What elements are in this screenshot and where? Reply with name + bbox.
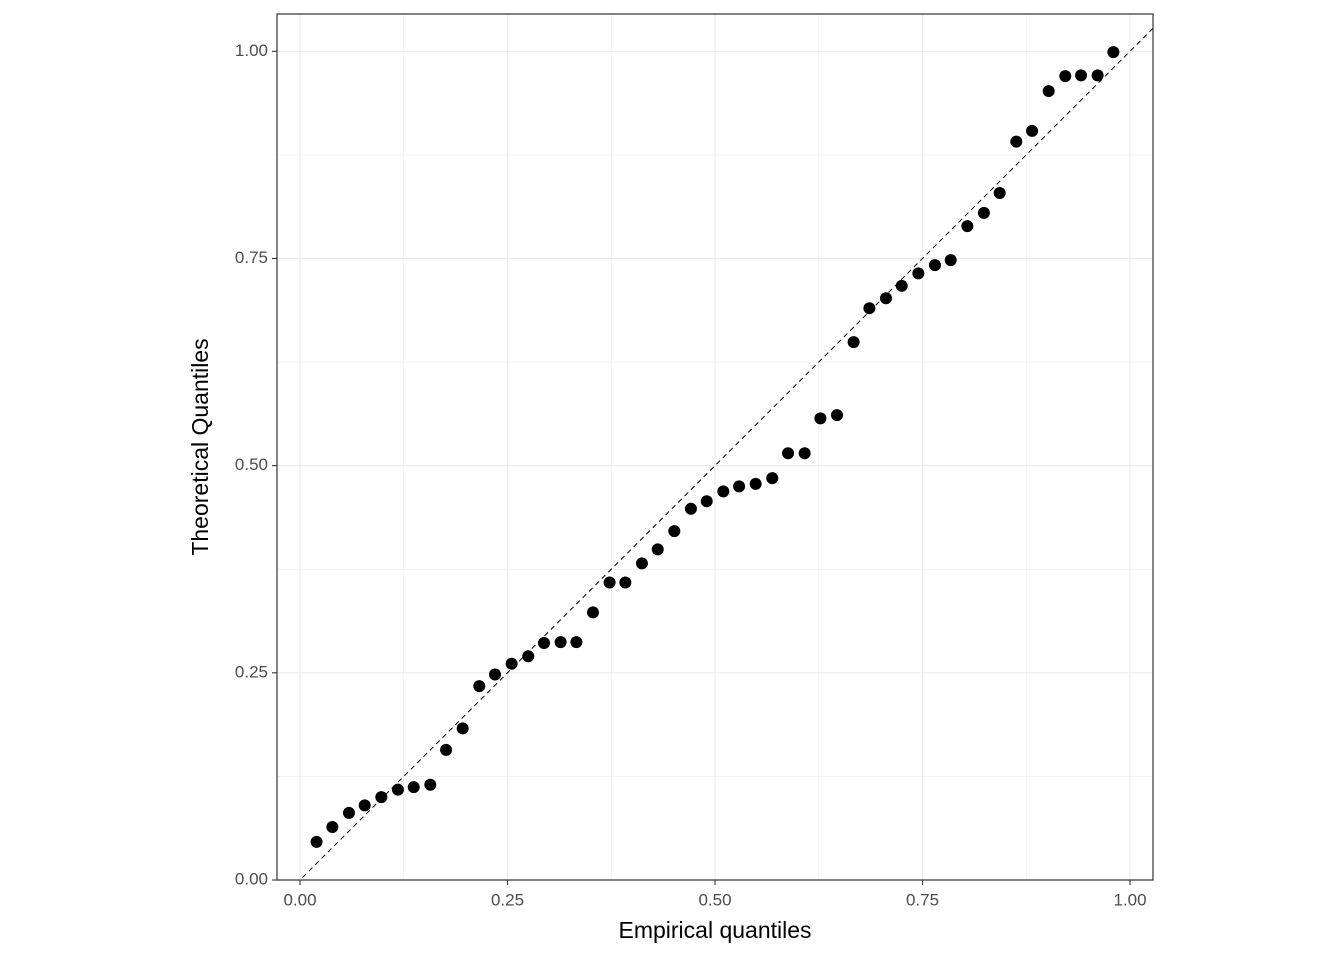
point: [766, 472, 779, 485]
point: [993, 187, 1006, 200]
point: [1026, 124, 1039, 137]
point: [1042, 85, 1055, 98]
point: [831, 409, 844, 422]
point: [554, 636, 567, 649]
point: [538, 636, 551, 649]
point: [603, 576, 616, 589]
x-tick-label: 0.50: [698, 890, 731, 909]
point: [1107, 46, 1120, 59]
x-tick-label: 0.25: [491, 890, 524, 909]
point: [473, 680, 486, 693]
point: [814, 412, 827, 425]
point: [407, 781, 420, 794]
point: [944, 254, 957, 267]
x-tick-label: 1.00: [1113, 890, 1146, 909]
point: [505, 657, 518, 670]
point: [424, 778, 437, 791]
point: [342, 806, 355, 819]
point: [928, 259, 941, 272]
point: [1010, 135, 1023, 148]
point: [586, 606, 599, 619]
point: [375, 791, 388, 804]
point: [391, 783, 404, 796]
points: [310, 46, 1120, 848]
point: [895, 279, 908, 292]
point: [456, 722, 469, 735]
point: [522, 650, 535, 663]
y-tick-label: 0.75: [235, 248, 268, 267]
point: [782, 447, 795, 460]
point: [733, 480, 746, 493]
point: [749, 477, 762, 490]
point: [440, 743, 453, 756]
point: [489, 668, 502, 681]
x-axis-title: Empirical quantiles: [618, 917, 811, 943]
point: [912, 267, 925, 280]
point: [619, 576, 632, 589]
point: [358, 799, 371, 812]
point: [847, 336, 860, 349]
x-tick-label: 0.75: [906, 890, 939, 909]
point: [961, 220, 974, 233]
point: [879, 292, 892, 305]
y-tick-label: 0.50: [235, 455, 268, 474]
point: [1059, 70, 1072, 83]
point: [1091, 69, 1104, 82]
point: [570, 636, 583, 649]
y-axis-title: Theoretical Quantiles: [187, 338, 213, 555]
point: [326, 820, 339, 833]
point: [668, 525, 681, 538]
point: [700, 495, 713, 508]
point: [651, 543, 664, 556]
point: [635, 557, 648, 570]
point: [798, 447, 811, 460]
axes: 0.00 0.25 0.50 0.75 1.00 0.00 0.25 0.50 0.75 1.00: [235, 41, 1147, 910]
point: [977, 206, 990, 219]
point: [310, 835, 323, 848]
x-tick-label: 0.00: [283, 890, 316, 909]
y-tick-label: 1.00: [235, 41, 268, 60]
point: [717, 485, 730, 498]
point: [863, 302, 876, 315]
y-tick-label: 0.00: [235, 869, 268, 888]
point: [1075, 69, 1088, 82]
y-tick-label: 0.25: [235, 662, 268, 681]
point: [684, 502, 697, 515]
